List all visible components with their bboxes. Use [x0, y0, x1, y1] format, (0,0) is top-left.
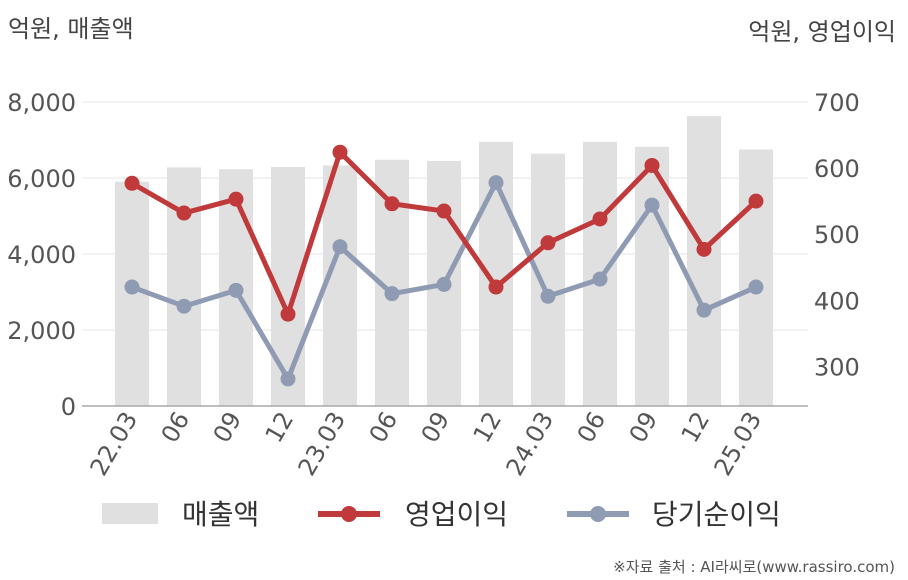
legend-label-operating-profit: 영업이익: [405, 498, 508, 531]
legend-label-revenue: 매출액: [182, 498, 259, 531]
bar: [635, 146, 669, 406]
x-tick-label: 12: [260, 407, 300, 447]
legend-swatch-revenue: [102, 503, 158, 524]
data-point: [488, 175, 504, 191]
line-series: [124, 144, 764, 387]
data-point: [748, 279, 764, 295]
data-point: [332, 239, 348, 255]
data-point: [592, 271, 608, 287]
data-point: [332, 144, 348, 160]
legend-marker-operating-profit: [341, 506, 357, 522]
data-point: [748, 193, 764, 209]
right-tick-label: 600: [814, 155, 860, 183]
right-axis-label: 억원, 영업이익: [748, 18, 896, 46]
data-point: [228, 191, 244, 207]
data-point: [540, 288, 556, 304]
legend-label-net-income: 당기순이익: [652, 498, 781, 531]
x-tick-label: 06: [572, 407, 612, 447]
data-point: [280, 371, 296, 387]
bar: [167, 167, 201, 406]
x-tick-label: 12: [468, 407, 508, 447]
data-point: [384, 286, 400, 302]
x-tick-label: 24.03: [501, 407, 560, 481]
data-point: [488, 279, 504, 295]
left-tick-label: 2,000: [7, 317, 76, 345]
left-tick-label: 6,000: [7, 165, 76, 193]
left-y-tick-labels: 0 2,000 4,000 6,000 8,000: [7, 89, 76, 421]
left-tick-label: 4,000: [7, 241, 76, 269]
legend-marker-net-income: [590, 506, 606, 522]
right-y-tick-labels: 300 400 500 600 700: [814, 89, 860, 381]
data-point: [176, 205, 192, 221]
data-point: [592, 211, 608, 227]
data-point: [228, 282, 244, 298]
right-tick-label: 300: [814, 353, 860, 381]
bar-series: [115, 116, 773, 406]
data-point: [384, 196, 400, 212]
right-tick-label: 500: [814, 221, 860, 249]
right-tick-label: 700: [814, 89, 860, 117]
data-point: [176, 298, 192, 314]
bar: [687, 116, 721, 406]
x-tick-label: 12: [676, 407, 716, 447]
x-tick-label: 06: [364, 407, 404, 447]
x-tick-label: 22.03: [85, 407, 144, 481]
bar: [739, 149, 773, 406]
left-tick-label: 8,000: [7, 89, 76, 117]
bar: [323, 165, 357, 406]
data-point: [124, 175, 140, 191]
data-point: [436, 276, 452, 292]
data-point: [280, 306, 296, 322]
data-point: [696, 241, 712, 257]
data-point: [436, 203, 452, 219]
right-tick-label: 400: [814, 287, 860, 315]
x-tick-label: 25.03: [709, 407, 768, 481]
bar: [531, 153, 565, 406]
left-axis-label: 억원, 매출액: [8, 15, 134, 43]
x-tick-label: 09: [416, 407, 456, 447]
x-tick-label: 09: [624, 407, 664, 447]
data-point: [696, 302, 712, 318]
left-tick-label: 0: [61, 393, 76, 421]
x-tick-label: 09: [208, 407, 248, 447]
data-point: [644, 157, 660, 173]
x-tick-label: 23.03: [293, 407, 352, 481]
data-point: [540, 235, 556, 251]
data-point: [644, 197, 660, 213]
source-footer: ※자료 출처 : AI라씨로(www.rassiro.com): [613, 558, 895, 576]
data-point: [124, 279, 140, 295]
x-tick-label: 06: [156, 407, 196, 447]
legend: 매출액 영업이익 당기순이익: [102, 498, 781, 531]
